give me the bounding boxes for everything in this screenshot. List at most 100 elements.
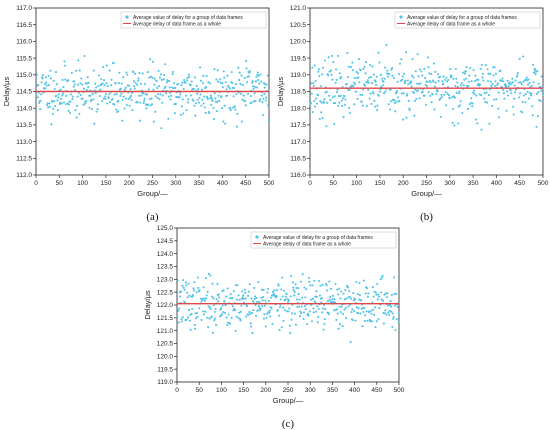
data-point [154, 95, 157, 98]
data-point [53, 87, 56, 91]
data-point [275, 295, 278, 298]
data-point [391, 74, 394, 77]
data-point [297, 287, 300, 290]
data-point [354, 319, 357, 322]
data-point [241, 290, 244, 293]
data-point [346, 52, 349, 55]
data-point [208, 82, 211, 85]
data-point [361, 93, 364, 97]
data-point [297, 293, 300, 296]
data-point [414, 70, 417, 73]
data-point [116, 110, 120, 113]
data-point [230, 316, 233, 319]
data-point [412, 76, 415, 79]
data-point [148, 98, 151, 101]
data-point [495, 98, 498, 101]
data-point [215, 78, 218, 81]
data-point [236, 284, 239, 287]
data-point [487, 94, 490, 97]
data-point [196, 315, 199, 318]
data-point [235, 315, 238, 318]
data-point [235, 298, 238, 301]
data-point [244, 100, 247, 103]
data-point [87, 85, 90, 89]
data-point [186, 76, 189, 79]
data-point [256, 71, 259, 74]
data-point [323, 318, 326, 321]
data-point [132, 80, 135, 83]
data-point [205, 297, 208, 300]
data-point [259, 98, 262, 101]
data-point [375, 84, 378, 87]
y-axis-title: Delay/μs [143, 290, 152, 320]
data-point [299, 280, 302, 283]
data-point [127, 97, 130, 100]
data-point [355, 306, 358, 309]
data-point [214, 97, 217, 100]
data-point [375, 75, 378, 78]
data-point [136, 101, 139, 104]
data-point [540, 89, 543, 92]
x-tick-label: 200 [398, 180, 409, 187]
data-point [332, 61, 335, 64]
y-tick-label: 112.0 [16, 172, 32, 179]
data-point [130, 98, 133, 101]
data-point [318, 74, 321, 78]
data-point [302, 317, 305, 321]
data-point [64, 103, 67, 106]
data-point [151, 76, 154, 79]
x-tick-label: 100 [216, 387, 227, 394]
x-tick-label: 150 [100, 180, 111, 187]
data-point [329, 99, 332, 102]
data-point [287, 310, 290, 313]
data-point [220, 313, 223, 316]
data-point [227, 85, 230, 89]
data-point [474, 74, 477, 77]
data-point [75, 116, 78, 119]
data-point [392, 77, 395, 80]
data-point [237, 66, 240, 69]
data-point [258, 301, 261, 304]
data-point [459, 100, 462, 103]
data-point [234, 83, 237, 86]
data-point [417, 75, 420, 78]
data-point [396, 306, 399, 309]
data-point [315, 97, 318, 100]
data-point [314, 295, 317, 298]
data-point [239, 310, 242, 313]
data-point [502, 80, 505, 83]
data-point [251, 80, 254, 83]
data-point [335, 308, 338, 311]
data-point [206, 290, 209, 293]
x-tick-label: 200 [260, 387, 271, 394]
data-point [263, 86, 266, 89]
data-point [512, 113, 515, 116]
data-point [142, 102, 145, 105]
y-tick-label: 113.0 [16, 139, 32, 146]
data-point [40, 81, 43, 84]
data-point [189, 328, 192, 331]
data-point [413, 99, 416, 102]
data-point [337, 327, 340, 330]
data-point [46, 103, 49, 107]
data-point [294, 283, 297, 286]
data-point [368, 97, 371, 100]
data-point [350, 311, 353, 314]
data-point [381, 77, 384, 80]
data-point [370, 312, 373, 315]
data-point [43, 82, 46, 85]
data-point [203, 313, 206, 316]
data-point [76, 95, 79, 98]
data-point [400, 92, 403, 95]
y-tick-label: 117.5 [290, 122, 306, 129]
data-point [331, 298, 334, 301]
data-point [138, 119, 141, 122]
data-point [518, 57, 521, 60]
data-point [506, 79, 509, 82]
data-point [374, 291, 377, 294]
data-point [356, 97, 359, 100]
data-point [358, 282, 361, 285]
data-point [410, 80, 413, 83]
data-point [406, 92, 409, 95]
data-point [338, 72, 341, 75]
